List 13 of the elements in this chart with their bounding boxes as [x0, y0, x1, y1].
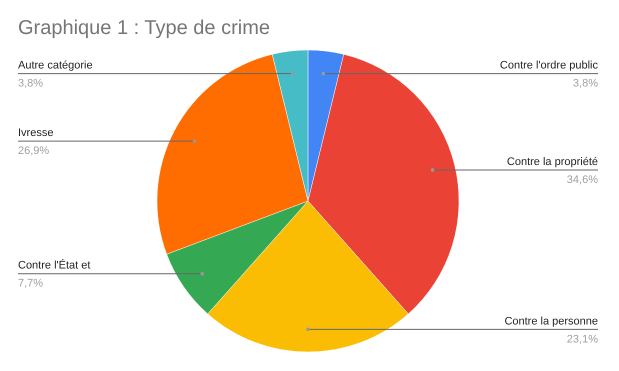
slice-label: Contre l'ordre public — [500, 60, 598, 72]
data-label: 34,6% — [566, 174, 598, 186]
chart-title: Graphique 1 : Type de crime — [18, 17, 270, 39]
data-label: 3,8% — [572, 78, 598, 90]
data-label: 3,8% — [18, 78, 44, 90]
data-label: 7,7% — [18, 278, 44, 290]
slice-label: Contre l'État et — [18, 258, 90, 272]
slice-label: Contre la personne — [504, 315, 598, 328]
data-label: 23,1% — [566, 333, 598, 346]
data-label: 26,9% — [18, 145, 50, 158]
slice-label: Ivresse — [18, 127, 54, 140]
slice-label: Autre catégorie — [18, 60, 93, 72]
slice-label: Contre la propriété — [506, 156, 598, 168]
